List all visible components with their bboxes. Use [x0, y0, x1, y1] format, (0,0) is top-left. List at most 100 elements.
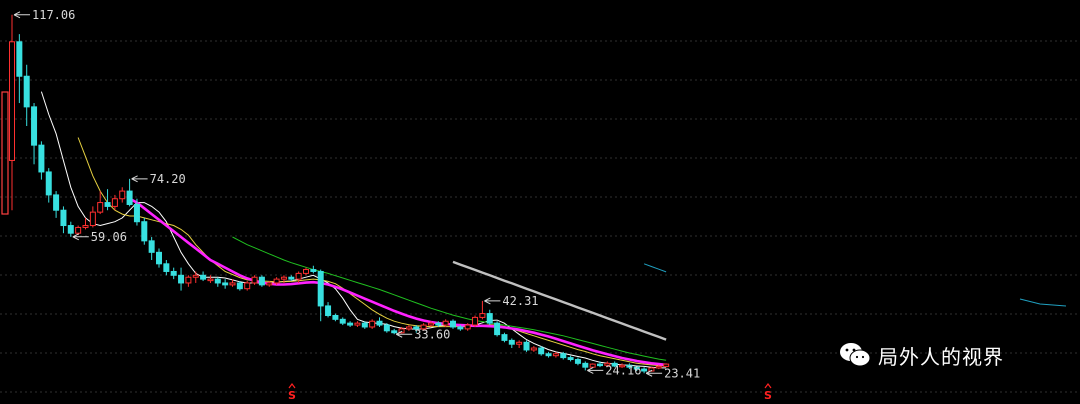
candle: [501, 332, 508, 343]
candle: [163, 259, 170, 276]
candle-body: [472, 316, 479, 326]
candle: [619, 363, 626, 368]
candle-body: [427, 322, 434, 326]
candle-body: [523, 341, 530, 351]
candle-body: [244, 282, 251, 290]
candle: [530, 346, 537, 352]
candle: [523, 340, 530, 352]
candle-body: [619, 364, 626, 368]
annotation-label: 24.16: [605, 363, 641, 377]
signal-caret: [764, 383, 772, 389]
candle-body: [494, 322, 501, 336]
candle: [347, 321, 354, 327]
sell-signal: S: [764, 383, 772, 402]
candle: [53, 191, 60, 218]
price-annotation: 117.06: [13, 8, 75, 22]
candle: [486, 309, 493, 326]
annotation-label: 33.60: [414, 327, 450, 341]
candle: [38, 141, 45, 180]
candle: [369, 319, 376, 329]
candle-body: [339, 318, 346, 324]
candle-body: [501, 334, 508, 341]
candle: [31, 103, 38, 165]
candle: [192, 271, 199, 283]
candle-body: [148, 240, 155, 253]
annotation-label: 74.20: [150, 172, 186, 186]
candle-body: [486, 313, 493, 324]
annotation-arrow: [13, 11, 30, 19]
candle: [317, 269, 324, 322]
candle: [361, 321, 368, 329]
candle: [288, 275, 295, 282]
candle: [104, 189, 111, 211]
candle: [597, 361, 603, 368]
candle: [655, 365, 662, 370]
candle-body: [310, 269, 317, 272]
ma-line-ma20: [128, 197, 667, 367]
candle: [251, 275, 258, 285]
candle-body: [611, 362, 618, 367]
candle-body: [53, 194, 60, 211]
wechat-icon: [840, 343, 871, 367]
watermark: 局外人的视界: [838, 340, 1004, 370]
candle: [273, 277, 280, 285]
candle-body: [200, 274, 207, 280]
candle: [244, 281, 251, 291]
signal-label: S: [764, 389, 772, 402]
candle-body: [604, 362, 611, 366]
candle: [442, 319, 449, 327]
candle-body: [236, 282, 243, 290]
candle: [303, 267, 309, 276]
candle: [310, 265, 317, 274]
candle-body: [626, 364, 633, 368]
candle: [75, 225, 82, 236]
candle: [133, 198, 140, 226]
candle-body: [104, 202, 111, 207]
candle: [663, 363, 670, 368]
candle-body: [655, 365, 662, 369]
candle: [119, 187, 126, 203]
candle: [45, 168, 52, 203]
annotation-arrow: [645, 369, 663, 377]
candle-body: [295, 272, 302, 280]
candle-body: [538, 347, 545, 355]
candle: [545, 351, 552, 358]
candle: [376, 317, 383, 327]
candle-body: [89, 211, 96, 227]
candle-body: [545, 353, 552, 357]
candle-body: [133, 203, 140, 223]
price-annotation: 33.60: [395, 327, 450, 341]
candle-body: [317, 270, 324, 307]
candle-body: [185, 276, 192, 284]
candle-body: [288, 276, 295, 280]
candle-body: [325, 305, 332, 316]
candle-body: [641, 368, 648, 372]
annotation-arrow: [484, 297, 501, 305]
price-annotation: 42.31: [484, 294, 539, 308]
candle: [641, 367, 648, 374]
candle-body: [347, 322, 354, 326]
candle-body: [23, 75, 30, 108]
candle-body: [60, 209, 67, 227]
candle: [156, 248, 162, 268]
candle-body: [141, 221, 148, 242]
candle-body: [273, 278, 280, 284]
candle: [398, 326, 405, 334]
candle-body: [450, 320, 456, 328]
candle-body: [508, 339, 515, 345]
candle: [222, 279, 229, 289]
candle: [435, 321, 442, 327]
candle: [472, 315, 479, 327]
candle-body: [258, 276, 265, 286]
annotation-label: 42.31: [502, 294, 538, 308]
candle-body: [97, 202, 104, 213]
candle-body: [67, 225, 74, 234]
candle: [611, 361, 618, 368]
ma-line-ma60: [452, 260, 667, 341]
candle-body: [170, 270, 177, 276]
candle: [560, 351, 567, 360]
candle: [405, 325, 412, 331]
candle-body: [31, 106, 38, 146]
candle: [126, 178, 133, 207]
candle-body: [420, 324, 427, 330]
